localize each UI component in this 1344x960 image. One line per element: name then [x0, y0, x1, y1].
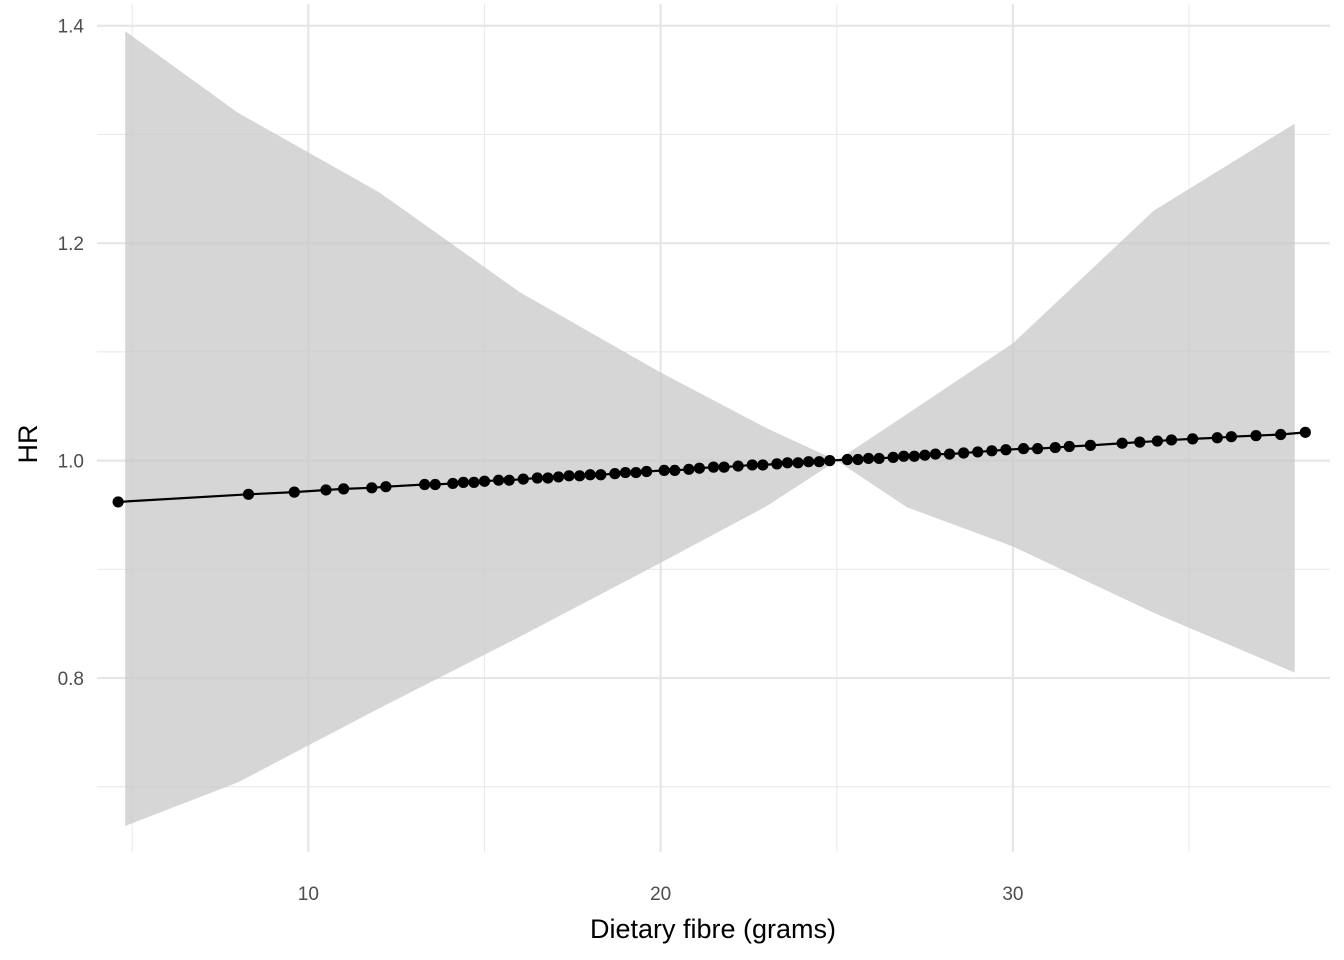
y-tick-label: 0.8 [58, 669, 84, 690]
data-point [1225, 431, 1237, 443]
data-point [609, 468, 621, 480]
data-point [732, 460, 744, 472]
data-point [683, 463, 695, 475]
data-point [619, 466, 632, 479]
data-point [1084, 439, 1097, 451]
data-point [929, 448, 942, 460]
y-axis-tick-labels: 0.8 1.0 1.2 1.4 [58, 17, 85, 690]
data-point [792, 457, 804, 469]
data-point [919, 449, 931, 461]
data-point [1017, 443, 1030, 455]
x-tick-label: 30 [1002, 884, 1023, 905]
data-point [1049, 441, 1061, 454]
data-point [824, 455, 836, 467]
data-point [1134, 436, 1146, 448]
y-tick-label: 1.4 [58, 17, 85, 38]
data-point [503, 474, 515, 486]
data-point [1250, 430, 1262, 442]
data-point [630, 466, 642, 479]
data-point [873, 452, 885, 465]
data-point [595, 469, 607, 481]
data-point [852, 453, 864, 466]
data-point [887, 451, 899, 463]
data-point [1116, 437, 1128, 449]
x-axis-tick-labels: 10 20 30 [298, 884, 1024, 905]
data-point [380, 481, 392, 493]
data-point [803, 456, 815, 468]
data-point [542, 472, 554, 484]
data-point [584, 469, 596, 481]
data-point [1000, 444, 1012, 456]
data-point [574, 470, 586, 482]
y-tick-label: 1.0 [58, 452, 84, 473]
data-point [693, 462, 706, 474]
data-point [517, 473, 529, 485]
x-axis-title: Dietary fibre (grams) [590, 914, 836, 944]
data-point [1299, 426, 1311, 438]
data-point [841, 453, 853, 466]
data-point [288, 486, 300, 498]
data-point [338, 483, 350, 495]
y-tick-label: 1.2 [58, 234, 84, 255]
data-point [1211, 432, 1223, 444]
data-point [669, 464, 681, 476]
data-point [718, 461, 730, 473]
data-point [493, 474, 505, 486]
data-point [986, 445, 998, 457]
data-point [1032, 443, 1044, 455]
data-point [640, 465, 653, 478]
data-point [862, 452, 875, 465]
data-point [1165, 434, 1178, 446]
data-point [478, 475, 491, 487]
data-point [366, 482, 378, 494]
data-point [972, 446, 984, 458]
data-point [429, 478, 441, 491]
x-tick-label: 10 [298, 884, 319, 905]
data-point [1275, 428, 1287, 441]
data-point [563, 470, 575, 482]
data-point [757, 459, 769, 471]
data-point [908, 450, 920, 462]
data-point [112, 496, 124, 508]
data-point [813, 456, 825, 468]
y-axis-title: HR [13, 425, 43, 464]
data-point [781, 457, 794, 469]
data-point [1187, 433, 1199, 445]
data-point [1151, 435, 1163, 447]
data-point [531, 472, 543, 484]
data-point [958, 447, 970, 459]
data-point [457, 476, 469, 488]
x-tick-label: 20 [650, 884, 671, 905]
data-point [898, 450, 910, 462]
data-point [1063, 440, 1075, 453]
data-point [320, 484, 332, 496]
data-point [707, 461, 720, 473]
data-point [552, 471, 565, 483]
data-point [943, 448, 956, 460]
data-point [658, 464, 670, 476]
confidence-band-area [125, 31, 1295, 826]
data-point [447, 477, 459, 490]
confidence-band [125, 31, 1295, 826]
data-point [419, 478, 431, 491]
data-point [242, 488, 255, 500]
data-point [771, 458, 783, 470]
data-point [468, 476, 480, 488]
hr-points [112, 426, 1311, 508]
data-point [746, 459, 758, 471]
